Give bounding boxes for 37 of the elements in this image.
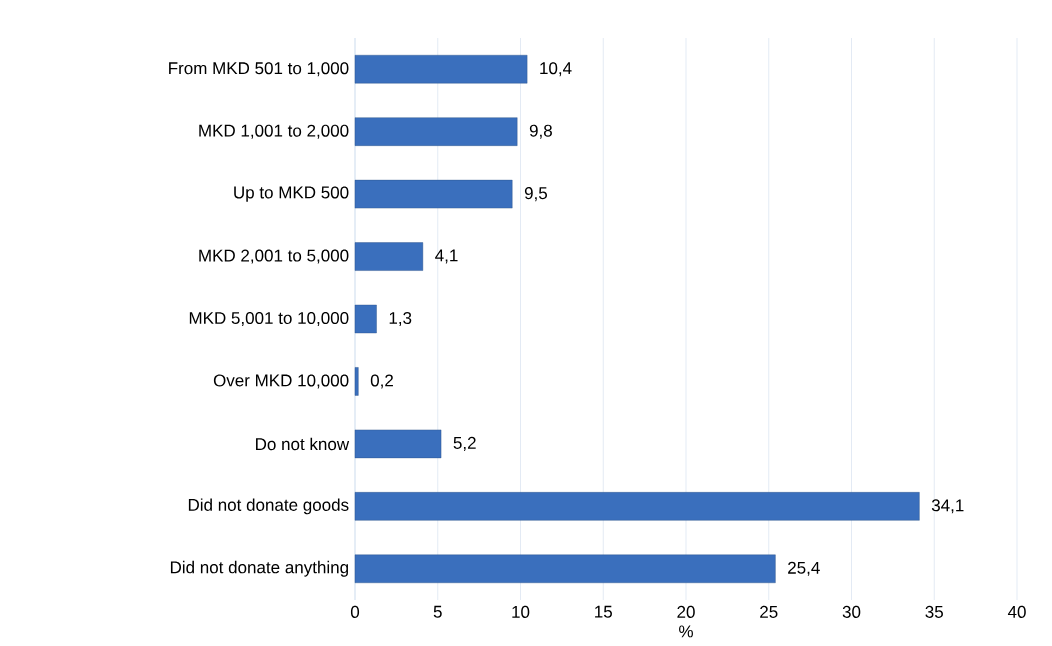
bar	[354, 179, 513, 209]
y-tick-label: Did not donate anything	[170, 560, 348, 577]
x-tick-label: 25	[760, 605, 778, 618]
y-tick-label: Over MKD 10,000	[213, 374, 349, 389]
bar	[354, 554, 776, 583]
x-tick-label: 20	[677, 605, 695, 618]
x-tick-label: 0	[350, 605, 360, 618]
data-label: 25,4	[788, 561, 820, 576]
x-tick-label: 5	[433, 605, 442, 618]
x-tick-label: 10	[512, 605, 530, 618]
data-label: 9,5	[524, 187, 548, 202]
data-label: 4,1	[435, 249, 458, 264]
y-tick-label: MKD 2,001 to 5,000	[199, 249, 349, 264]
y-tick-label: From MKD 501 to 1,000	[169, 62, 349, 77]
data-label: 0,2	[370, 374, 393, 389]
data-label: 10,4	[540, 62, 572, 77]
x-tick-label: 15	[595, 605, 612, 618]
y-tick-label: Up to MKD 500	[234, 186, 349, 202]
data-label: 5,2	[453, 436, 476, 451]
bar	[354, 367, 359, 396]
bar	[354, 492, 920, 521]
data-label: 1,3	[389, 311, 412, 327]
x-axis-title: %	[679, 625, 693, 638]
data-label: 9,8	[529, 124, 552, 139]
bar	[354, 429, 442, 459]
bar	[354, 117, 518, 146]
bar	[354, 242, 424, 271]
data-label: 34,1	[931, 499, 964, 514]
y-tick-label: Do not know	[256, 437, 350, 451]
bar	[354, 304, 377, 334]
y-tick-label: Did not donate goods	[188, 498, 349, 515]
y-tick-label: MKD 1,001 to 2,000	[199, 124, 349, 139]
x-tick-label: 30	[842, 605, 861, 618]
bar	[354, 55, 528, 84]
x-tick-label: 40	[1007, 605, 1026, 618]
y-tick-label: MKD 5,001 to 10,000	[189, 311, 349, 327]
x-tick-label: 35	[925, 605, 943, 618]
